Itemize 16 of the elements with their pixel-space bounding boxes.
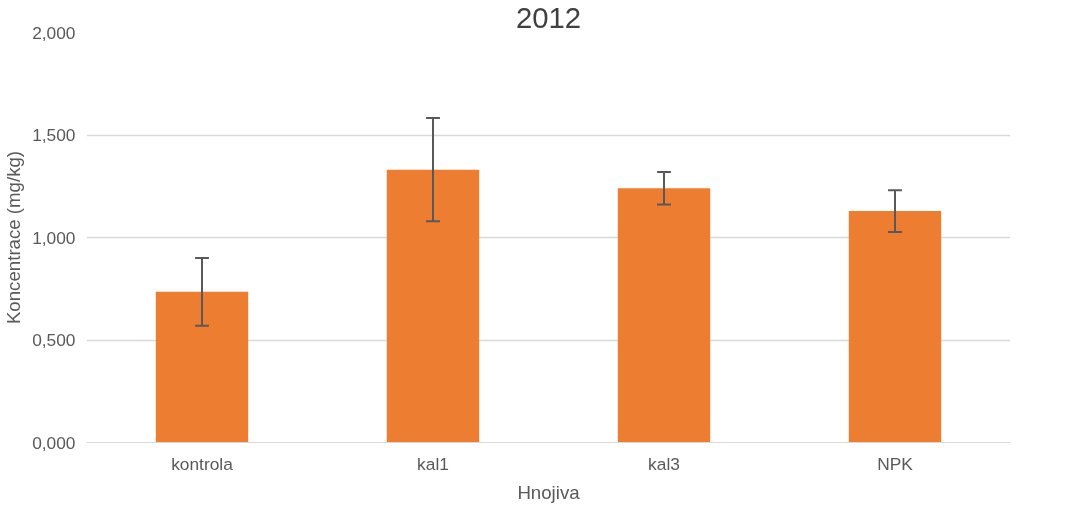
bar (155, 291, 249, 443)
bar (617, 188, 711, 443)
x-tick-label: NPK (877, 453, 914, 474)
y-tick-label: 2,000 (32, 22, 76, 43)
bar (848, 211, 942, 443)
y-tick-label: 1,500 (32, 125, 76, 145)
y-tick-label: 1,000 (32, 227, 76, 248)
y-tick-label: 0,000 (32, 432, 76, 453)
bar (386, 169, 480, 443)
x-axis-title: Hnojiva (517, 481, 581, 503)
x-tick-label: kal3 (648, 453, 680, 474)
x-tick-label: kontrola (171, 453, 234, 474)
y-tick-label: 0,500 (32, 330, 76, 350)
x-tick-label: kal1 (417, 453, 449, 474)
y-axis-title: Koncentrace (mg/kg) (3, 150, 25, 325)
chart-title: 2012 (515, 0, 582, 34)
